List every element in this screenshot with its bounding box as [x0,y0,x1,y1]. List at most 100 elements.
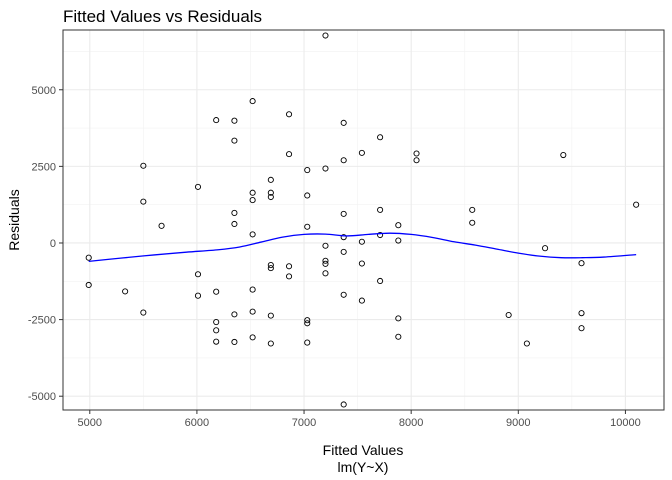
data-point [140,198,147,205]
data-point [322,165,329,172]
data-point [285,263,293,270]
data-point [322,270,329,277]
y-tick-label: -2500 [28,315,56,327]
data-point [340,157,347,164]
data-point [231,311,238,318]
data-point [322,242,329,249]
data-point [249,231,256,238]
data-point [249,189,256,196]
data-point [322,257,329,264]
data-point [231,117,238,124]
data-point [395,333,402,340]
data-point [358,149,365,156]
data-point [340,248,347,255]
data-point [578,325,585,332]
x-tick-label: 6000 [185,417,209,429]
data-point [213,338,220,345]
data-point [267,265,274,272]
data-point [322,32,329,39]
data-point [213,318,220,326]
data-point [231,137,238,144]
plot-panel-border [62,29,665,411]
data-point [340,291,347,298]
x-tick-label: 7000 [292,417,316,429]
data-point [267,340,274,347]
data-point [231,220,238,228]
data-point [358,297,365,304]
x-axis-subtitle: lm(Y~X) [338,459,389,475]
data-point [578,260,585,267]
data-point [140,162,147,169]
x-tick-label: 5000 [78,417,102,429]
x-tick-label: 9000 [506,417,530,429]
smooth-curve-layer [88,232,637,263]
data-point [413,157,420,164]
data-point [469,206,476,213]
major-gridlines [63,30,664,410]
data-point [542,245,549,252]
data-point [285,273,293,280]
data-point [340,119,347,126]
data-point [194,271,202,278]
data-point [395,315,402,322]
minor-gridlines [63,30,664,410]
x-axis-ticks: 5000 6000 7000 8000 9000 10000 [78,410,641,429]
data-point [340,210,347,217]
data-point [560,151,567,159]
data-point [249,286,256,293]
data-point [158,222,165,229]
data-point [523,340,530,347]
data-point [505,311,512,319]
data-point [340,401,347,408]
y-axis-title: Residuals [6,189,22,250]
data-point [304,320,311,327]
data-point [267,261,274,269]
data-point [304,223,311,230]
y-axis-ticks: -5000 -2500 0 2500 5000 [28,85,63,403]
data-point [213,327,220,334]
data-point [213,117,220,124]
data-point [194,183,202,190]
data-point [633,201,640,208]
data-point [231,338,238,346]
data-point [267,193,274,201]
data-point [304,166,311,174]
data-point [395,237,402,244]
data-point [578,310,585,317]
data-point [140,309,147,316]
data-point [358,238,365,245]
data-point [249,98,256,105]
data-point [249,197,256,204]
data-point [249,334,256,341]
data-point [285,151,293,158]
data-point [194,292,202,299]
data-point [322,260,329,267]
data-point [267,189,274,196]
data-point [285,111,293,118]
data-point [85,281,92,289]
data-point [231,209,238,217]
data-point [340,234,347,241]
data-points [85,32,640,408]
data-point [304,339,311,346]
data-point [85,254,92,261]
chart-title: Fitted Values vs Residuals [63,7,262,26]
y-tick-label: 2500 [32,161,56,173]
y-tick-label: 5000 [32,85,56,97]
x-axis-title: Fitted Values [323,442,404,458]
y-tick-label: 0 [50,238,56,250]
plot-panel [63,30,664,410]
y-tick-label: -5000 [28,391,56,403]
data-point [395,222,402,229]
data-point [267,312,274,319]
data-point [377,134,384,141]
data-point [249,308,256,315]
data-point [304,192,311,199]
data-point [377,206,384,213]
x-tick-label: 10000 [610,417,641,429]
data-point [304,317,311,324]
data-point [377,277,384,285]
data-point [469,219,476,226]
